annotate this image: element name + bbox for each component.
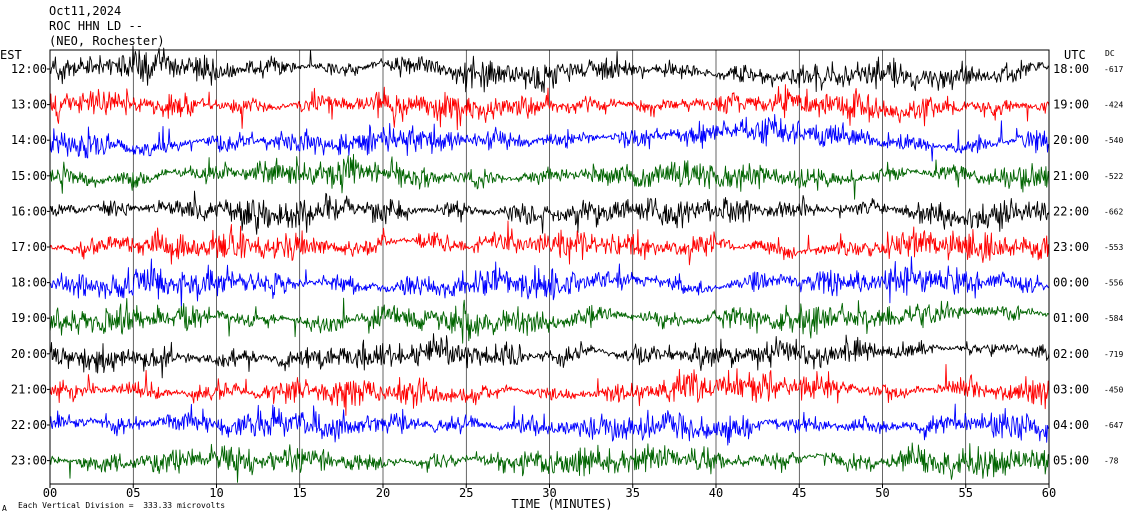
est-hour-label: 15:00 (11, 169, 47, 183)
x-tick-label: 40 (709, 486, 723, 500)
utc-hour-label: 01:00 (1053, 311, 1089, 325)
utc-axis-title: UTC (1064, 48, 1086, 62)
x-tick-label: 50 (875, 486, 889, 500)
utc-hour-label: 00:00 (1053, 276, 1089, 290)
utc-hour-label: 21:00 (1053, 169, 1089, 183)
seismic-trace-row (49, 45, 1050, 93)
dc-offset-label: -424 (1104, 101, 1123, 110)
seismic-trace-row (49, 113, 1050, 162)
dc-offset-label: -522 (1104, 172, 1123, 181)
x-tick-label: 05 (126, 486, 140, 500)
seismic-trace-row (49, 84, 1050, 131)
utc-hour-label: 05:00 (1053, 454, 1089, 468)
est-hour-label: 18:00 (11, 276, 47, 290)
x-tick-label: 00 (43, 486, 57, 500)
est-hour-label: 12:00 (11, 62, 47, 76)
dc-offset-label: -556 (1104, 279, 1123, 288)
est-hour-label: 22:00 (11, 418, 47, 432)
seismic-trace-row (49, 363, 1050, 416)
utc-hour-label: 04:00 (1053, 418, 1089, 432)
utc-hour-label: 02:00 (1053, 347, 1089, 361)
seismic-trace-row (49, 403, 1050, 446)
utc-hour-label: 22:00 (1053, 204, 1089, 218)
footer-mark: A (2, 504, 7, 513)
dc-column-title: DC (1105, 49, 1115, 58)
x-tick-label: 15 (293, 486, 307, 500)
seismic-trace-row (49, 297, 1050, 344)
seismic-trace-row (49, 256, 1050, 310)
dc-offset-label: -553 (1104, 243, 1123, 252)
est-hour-label: 14:00 (11, 133, 47, 147)
x-tick-label: 10 (209, 486, 223, 500)
seismic-trace-row (49, 190, 1050, 235)
est-hour-label: 16:00 (11, 204, 47, 218)
date-label: Oct11,2024 (49, 4, 122, 18)
utc-hour-label: 18:00 (1053, 62, 1089, 76)
est-hour-label: 21:00 (11, 382, 47, 396)
seismic-trace-row (49, 442, 1050, 483)
dc-offset-label: -584 (1104, 314, 1123, 323)
dc-offset-label: -540 (1104, 136, 1123, 145)
seismic-trace-row (49, 333, 1050, 379)
seismic-trace-row (49, 153, 1050, 200)
dc-offset-label: -450 (1104, 385, 1123, 394)
est-hour-label: 23:00 (11, 454, 47, 468)
x-ticks (47, 68, 1050, 488)
est-hour-label: 20:00 (11, 347, 47, 361)
x-tick-label: 45 (792, 486, 806, 500)
x-tick-label: 30 (542, 486, 556, 500)
grid-lines (132, 50, 967, 484)
x-axis-title: TIME (MINUTES) (511, 497, 612, 511)
est-hour-label: 13:00 (11, 98, 47, 112)
est-hour-label: 17:00 (11, 240, 47, 254)
utc-hour-label: 19:00 (1053, 98, 1089, 112)
seismic-trace-row (49, 220, 1050, 266)
dc-offset-label: -78 (1104, 457, 1119, 466)
utc-hour-label: 23:00 (1053, 240, 1089, 254)
utc-hour-label: 20:00 (1053, 133, 1089, 147)
x-tick-label: 55 (959, 486, 973, 500)
x-tick-label: 25 (459, 486, 473, 500)
station-label: ROC HHN LD -- (49, 19, 143, 33)
vertical-division-note: Each Vertical Division = 333.33 microvol… (18, 501, 226, 510)
dc-offset-label: -719 (1104, 350, 1123, 359)
axis-labels: 00 05 10 15 20 25 30 35 40 45 50 55 60 TIME (MINUTES)… (11, 62, 1124, 511)
est-hour-label: 19:00 (11, 311, 47, 325)
utc-hour-label: 03:00 (1053, 382, 1089, 396)
dc-offset-label: -662 (1104, 207, 1123, 216)
seismic-traces (49, 45, 1050, 483)
est-axis-title: EST (0, 48, 22, 62)
x-tick-label: 35 (626, 486, 640, 500)
network-label: (NEO, Rochester) (49, 34, 165, 48)
dc-offset-label: -617 (1104, 65, 1123, 74)
dc-offset-label: -647 (1104, 421, 1123, 430)
x-tick-label: 60 (1042, 486, 1056, 500)
x-tick-label: 20 (376, 486, 390, 500)
